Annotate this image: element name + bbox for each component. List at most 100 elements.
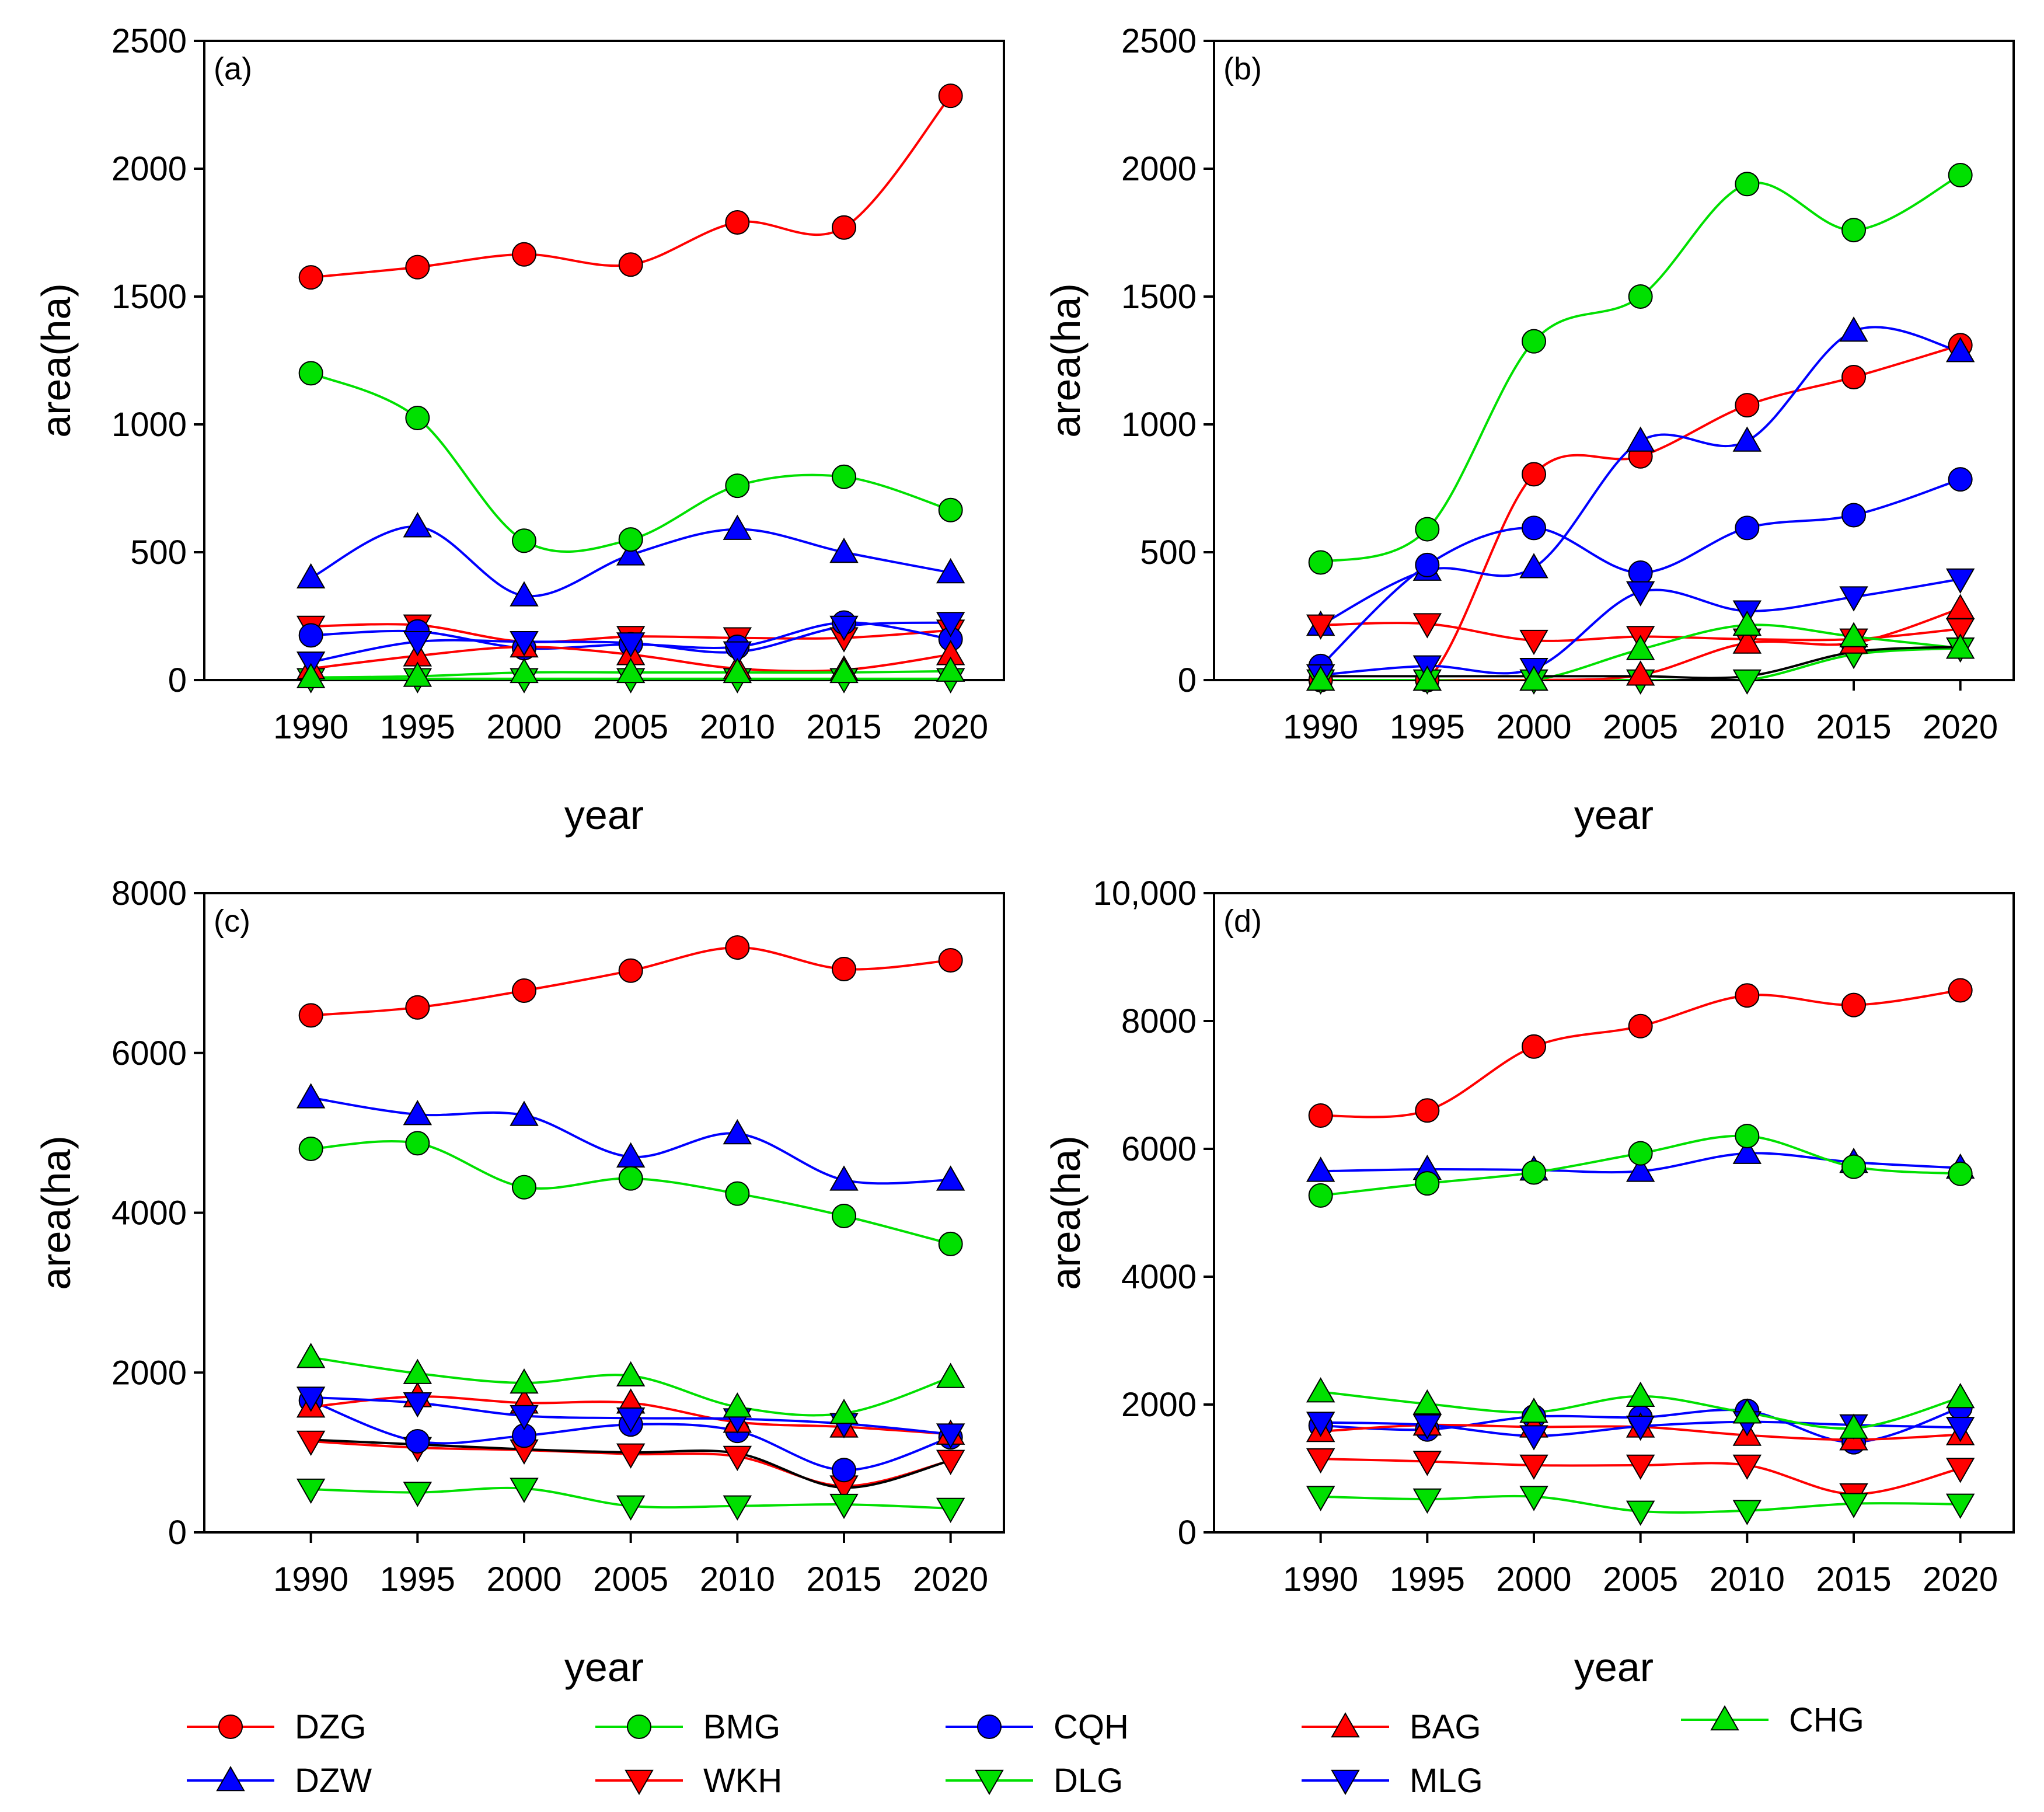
legend-label-wkh: WKH xyxy=(703,1762,782,1800)
panel-a-y-tick-label: 1000 xyxy=(111,406,187,444)
legend-label-dlg: DLG xyxy=(1054,1762,1123,1800)
panel-c: 0 2000 4000 6000 8000 1990 1995 2000 2005 2010 201… xyxy=(33,874,1005,1690)
panel-a-point-dzg xyxy=(618,252,643,277)
panel-a-point-dzg xyxy=(405,255,430,280)
panel-a-point-dzg xyxy=(512,242,536,267)
panel-d-point-dlg xyxy=(1626,1500,1655,1526)
panel-a-point-bmg xyxy=(405,406,430,431)
panel-d-point-dlg xyxy=(1839,1493,1868,1518)
panel-c-point-bmg xyxy=(512,1175,536,1200)
panel-c-point-chg xyxy=(829,1399,859,1424)
panel-b-x-tick-label: 2000 xyxy=(1496,708,1571,746)
panel-b-point-dzw xyxy=(1626,426,1655,452)
panel-c-point-chg xyxy=(403,1358,432,1384)
legend-marker-bmg xyxy=(627,1715,651,1739)
panel-c-point-chg xyxy=(723,1392,752,1418)
panel-b-point-mlg xyxy=(1626,581,1655,607)
panel-c-point-bmg xyxy=(938,1231,963,1256)
panel-b-point-bmg xyxy=(1735,172,1760,197)
panel-c-x-tick-label: 2015 xyxy=(806,1560,881,1598)
panel-b-point-cqh xyxy=(1628,560,1653,586)
panel-a-point-dzw xyxy=(296,563,326,589)
panel-c-x-tick-label: 1990 xyxy=(273,1560,348,1598)
panel-d-y-tick-label: 0 xyxy=(1178,1514,1197,1552)
legend-label-dzw: DZW xyxy=(295,1762,372,1800)
panel-a-point-chg xyxy=(616,657,646,684)
panel-b-point-wkh xyxy=(1412,613,1442,639)
panel-b-point-chg xyxy=(1306,665,1335,691)
panel-b-point-bag xyxy=(1732,628,1762,654)
panel-d-point-dzw xyxy=(1306,1156,1335,1182)
panel-b-label: (b) xyxy=(1223,51,1262,86)
panel-c-plot-frame xyxy=(203,892,1005,1534)
panel-d-point-bmg xyxy=(1308,1183,1333,1208)
panel-a-point-mlg xyxy=(723,641,752,667)
panel-a-y-tick-label: 0 xyxy=(168,661,187,699)
legend-marker-wkh xyxy=(625,1769,654,1796)
panel-b-point-wkh xyxy=(1519,629,1548,656)
panel-d-point-dzg xyxy=(1522,1034,1546,1059)
panel-c-point-mlg xyxy=(616,1407,646,1433)
legend-marker-dlg xyxy=(975,1769,1004,1796)
panel-b-x-tick-label: 2020 xyxy=(1923,708,1998,746)
panel-d-point-bmg xyxy=(1948,1161,1973,1186)
panel-b-point-dlg xyxy=(1732,669,1762,695)
panel-d-x-axis-title: year xyxy=(1574,1644,1654,1690)
panel-c-point-dlg xyxy=(829,1493,859,1520)
panel-d-point-wkh xyxy=(1306,1448,1335,1474)
legend: DZG DZW BMG WKH CQH DLG BAG MLG CHG xyxy=(187,1701,1864,1800)
panel-b-point-chg xyxy=(1519,665,1548,691)
panel-a-plot-frame xyxy=(203,40,1005,681)
panel-d-point-wkh xyxy=(1626,1454,1655,1480)
panel-c-point-dzg xyxy=(618,958,643,983)
panel-d-point-dlg xyxy=(1306,1486,1335,1511)
panel-c-point-dlg xyxy=(723,1495,752,1521)
panel-c-point-bmg xyxy=(832,1203,856,1228)
panel-d-y-tick-label: 10,000 xyxy=(1093,874,1197,912)
panel-b-point-dzw xyxy=(1732,426,1762,452)
panel-b-point-dzw xyxy=(1839,316,1868,342)
panel-a-series-dzg-line xyxy=(311,95,952,279)
panel-b-point-wkh xyxy=(1306,614,1335,640)
panel-a-label: (a) xyxy=(214,51,252,86)
panel-b-point-cqh xyxy=(1735,515,1760,541)
legend-item-cqh: CQH xyxy=(946,1708,1129,1746)
panel-c-point-chg xyxy=(936,1363,965,1388)
panel-d-point-dzg xyxy=(1948,978,1973,1003)
panel-b-point-bmg xyxy=(1948,162,1973,187)
panel-a-series-bmg-line xyxy=(310,372,951,553)
panel-c-point-bmg xyxy=(405,1131,430,1156)
panel-c-y-tick-label: 8000 xyxy=(111,874,187,912)
panel-a-x-tick-label: 2020 xyxy=(913,708,988,746)
panel-d-point-bmg xyxy=(1735,1124,1760,1149)
legend-label-cqh: CQH xyxy=(1054,1708,1129,1746)
legend-item-bag: BAG xyxy=(1302,1708,1481,1746)
panel-c-point-mlg xyxy=(936,1423,965,1449)
panels: 0 500 1000 1500 2000 2500 1990 1995 2000 2005 2010… xyxy=(33,22,2015,1690)
panel-d-point-dzw xyxy=(1626,1156,1655,1182)
panel-c-y-axis-title: area(ha) xyxy=(33,1135,79,1290)
panel-b-x-tick-label: 2015 xyxy=(1816,708,1891,746)
panel-b-point-bmg xyxy=(1841,218,1866,243)
legend-item-wkh: WKH xyxy=(595,1762,782,1800)
panel-c-point-bmg xyxy=(298,1137,323,1161)
panel-a-point-bmg xyxy=(298,361,323,386)
panel-d-y-tick-label: 2000 xyxy=(1121,1386,1197,1424)
panel-b-point-cqh xyxy=(1841,503,1866,528)
panel-a-point-dzg xyxy=(298,265,323,290)
panel-c-point-wkh xyxy=(723,1445,752,1471)
legend-marker-bag xyxy=(1331,1712,1360,1738)
legend-label-mlg: MLG xyxy=(1410,1762,1483,1800)
panel-d-x-tick-label: 2005 xyxy=(1603,1560,1678,1598)
panel-c-x-tick-label: 1995 xyxy=(380,1560,455,1598)
panel-c-y-tick-label: 6000 xyxy=(111,1034,187,1072)
panel-c-point-dzw xyxy=(829,1165,859,1191)
panel-a-y-axis-title: area(ha) xyxy=(33,283,79,438)
panel-b-y-tick-label: 2000 xyxy=(1121,150,1197,188)
panel-a-point-bmg xyxy=(512,528,536,553)
panel-b-point-mlg xyxy=(1945,568,1975,594)
panel-d-point-mlg xyxy=(1412,1414,1442,1440)
panel-a-point-dzw xyxy=(616,540,646,566)
panel-a-x-tick-label: 1995 xyxy=(380,708,455,746)
panel-a-point-chg xyxy=(723,657,752,684)
